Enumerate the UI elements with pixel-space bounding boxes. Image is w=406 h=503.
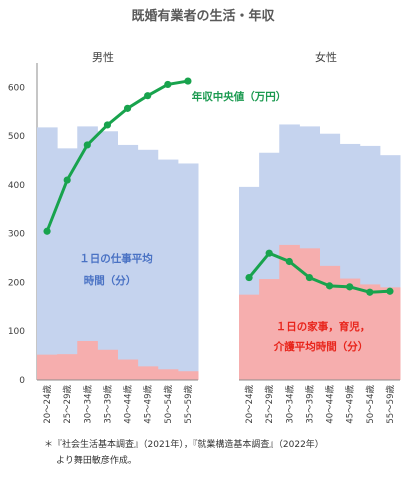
income-point: [164, 80, 172, 89]
housework-time-bar: [279, 244, 300, 380]
work-time-bar: [157, 159, 179, 380]
source-note: ＊『社会生活基本調査』（2021年），『就業構造基本調査』（2022年） より舞…: [44, 437, 324, 469]
housework-label-line1: １日の家事，育児，: [276, 320, 371, 333]
work-time-label-line2: 時間（分）: [84, 274, 137, 287]
y-tick-label: 400: [8, 181, 25, 191]
housework-time-bar: [157, 369, 179, 380]
income-point: [346, 283, 354, 291]
x-tick-label: 50～54歳: [163, 385, 174, 424]
work-time-bar: [37, 127, 58, 380]
housework-time-bar: [97, 349, 118, 380]
x-tick-label: 40～44歳: [325, 385, 336, 424]
y-tick-label: 0: [19, 376, 25, 386]
y-tick-label: 600: [8, 83, 25, 93]
x-tick-label: 55～59歳: [385, 385, 396, 424]
income-point: [245, 273, 253, 282]
work-time-bar: [77, 126, 98, 381]
housework-time-bar: [319, 265, 341, 380]
income-point: [144, 92, 152, 100]
x-tick-label: 30～34歳: [284, 385, 295, 424]
housework-time-bar: [177, 371, 199, 380]
x-tick-label: 35～39歳: [102, 385, 113, 424]
x-tick-label: 55～59歳: [183, 385, 194, 424]
income-point: [386, 287, 394, 295]
work-time-bar: [137, 149, 159, 380]
income-point: [265, 249, 273, 257]
chart-title: 既婚有業者の生活・年収: [131, 8, 275, 24]
x-tick-label: 45～49歳: [345, 385, 356, 424]
income-point: [83, 141, 91, 149]
income-point: [366, 288, 374, 296]
y-tick-label: 200: [8, 278, 25, 288]
x-tick-label: 20～24歳: [42, 385, 53, 424]
housework-time-bar: [259, 279, 280, 380]
income-point: [325, 282, 334, 290]
x-tick-label: 50～54歳: [365, 385, 376, 424]
y-tick-label: 100: [8, 327, 25, 337]
panel-title: 女性: [315, 50, 337, 64]
work-time-bar: [117, 144, 139, 380]
x-tick-label: 25～29歳: [62, 385, 73, 424]
income-point: [123, 104, 132, 112]
panel-title: 男性: [92, 50, 114, 64]
income-point: [305, 273, 314, 282]
x-tick-label: 20～24歳: [244, 385, 255, 424]
source-line-1: ＊『社会生活基本調査』（2021年），『就業構造基本調査』（2022年）: [44, 440, 324, 450]
plot-area: 0 100 200 300 400 500 600 男性 20～24歳 25～29歳 30～34歳 3…: [8, 50, 401, 424]
income-point: [43, 227, 51, 235]
x-tick-label: 35～39歳: [304, 385, 315, 424]
y-tick-label: 300: [8, 230, 25, 240]
income-label: 年収中央値（万円）: [192, 90, 287, 103]
housework-time-bar: [379, 287, 401, 380]
housework-time-bar: [57, 354, 78, 380]
housework-time-bar: [299, 248, 320, 380]
housework-time-bar: [239, 294, 260, 380]
housework-time-bar: [359, 284, 381, 380]
source-line-2: より舞田敏彦作成。: [56, 456, 137, 466]
y-tick-label: 500: [8, 132, 25, 142]
x-tick-label: 25～29歳: [264, 385, 275, 424]
work-time-bar: [97, 131, 118, 380]
housework-time-bar: [339, 278, 361, 380]
housework-time-bar: [37, 354, 58, 380]
x-tick-label: 45～49歳: [143, 385, 154, 424]
income-point: [285, 257, 293, 266]
housework-time-bar: [77, 340, 98, 380]
x-tick-label: 40～44歳: [123, 385, 134, 424]
work-time-label-line1: １日の仕事平均: [79, 252, 153, 265]
income-point: [103, 121, 112, 129]
housework-label-line2: 介護平均時間（分）: [273, 340, 369, 353]
housework-time-bar: [117, 359, 139, 380]
work-time-bar: [177, 163, 199, 380]
work-time-bar: [57, 148, 78, 380]
income-line: [45, 79, 189, 232]
x-tick-label: 30～34歳: [82, 385, 93, 424]
income-point: [184, 77, 192, 85]
income-point: [63, 176, 71, 184]
housework-time-bar: [137, 366, 159, 380]
